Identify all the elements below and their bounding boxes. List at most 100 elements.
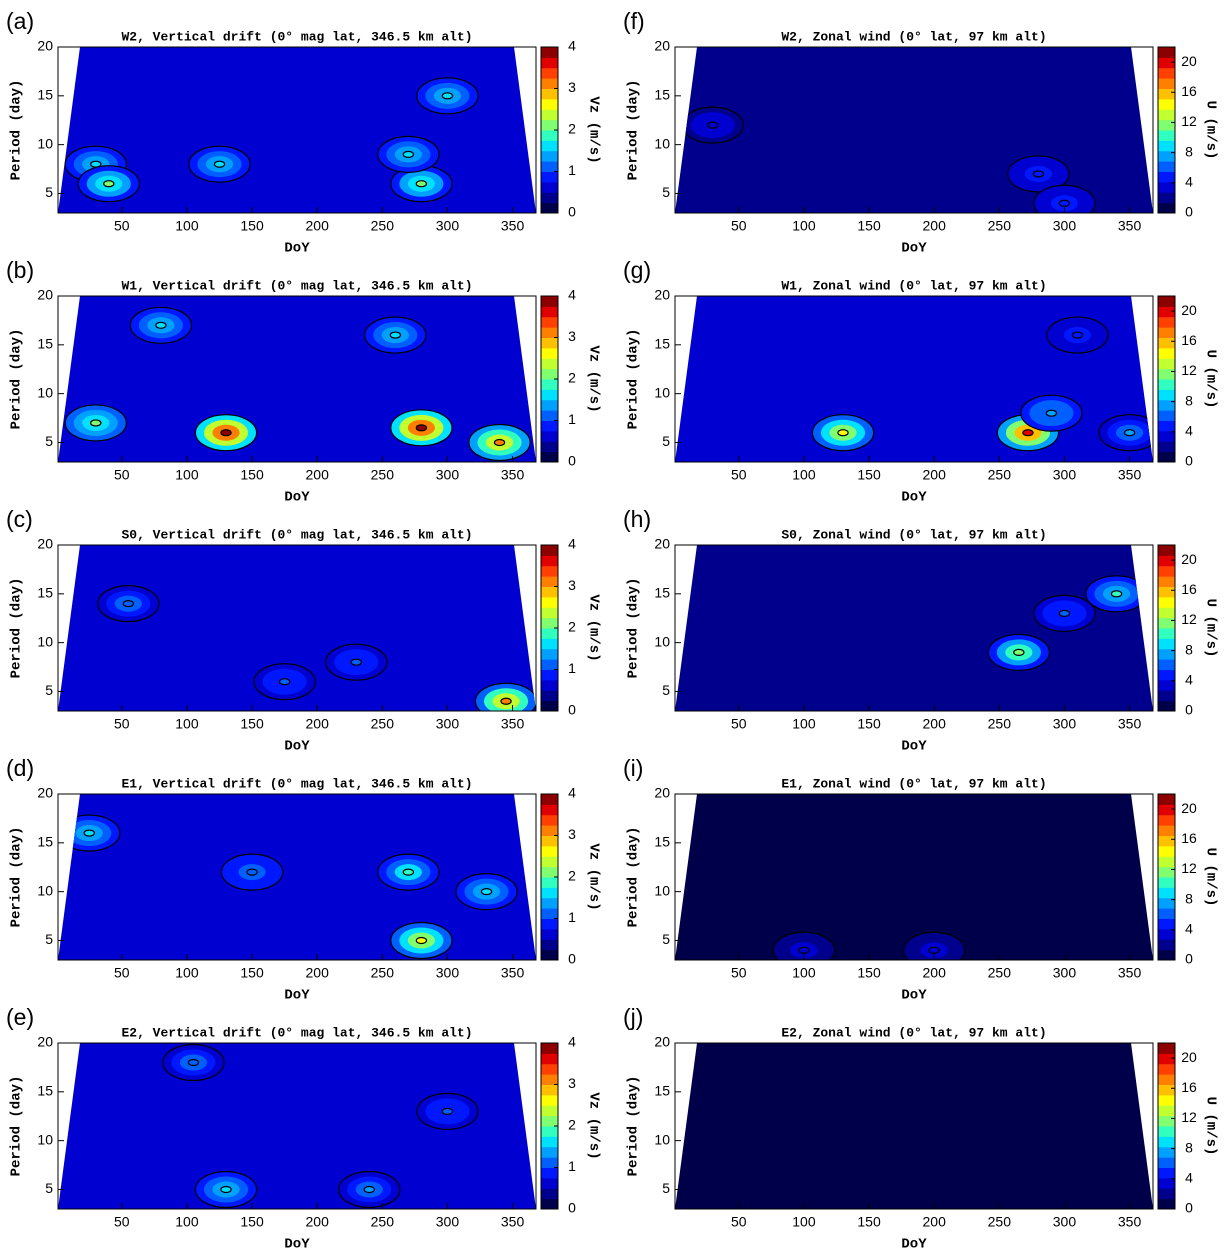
peak bbox=[122, 599, 135, 608]
panel-label: (j) bbox=[623, 1004, 643, 1030]
colorbar-step bbox=[541, 47, 558, 58]
colorbar-step bbox=[541, 67, 558, 79]
x-axis-label: DoY bbox=[284, 988, 310, 1004]
colorbar-step bbox=[541, 296, 558, 307]
panel-label: (g) bbox=[623, 257, 651, 283]
panel-title: W2, Zonal wind (0° lat, 97 km alt) bbox=[781, 29, 1046, 44]
colorbar-step bbox=[1158, 897, 1175, 909]
colorbar-tick-label: 12 bbox=[1181, 860, 1197, 876]
colorbar-tick-label: 4 bbox=[568, 785, 576, 801]
x-tick-label: 300 bbox=[1053, 218, 1077, 234]
colorbar-step bbox=[541, 109, 558, 121]
y-tick-label: 10 bbox=[654, 882, 670, 898]
colorbar-tick-label: 20 bbox=[1181, 302, 1197, 318]
y-tick-label: 20 bbox=[654, 785, 670, 801]
colorbar-step bbox=[541, 897, 558, 909]
peak bbox=[928, 946, 940, 954]
colorbar-step bbox=[541, 1074, 558, 1085]
peak bbox=[500, 697, 512, 705]
colorbar-frame bbox=[1157, 793, 1176, 961]
colorbar-step bbox=[541, 1105, 558, 1117]
colorbar-step bbox=[1158, 171, 1175, 183]
colorbar-step bbox=[1158, 565, 1175, 577]
colorbar-step bbox=[541, 918, 558, 930]
colorbar-step bbox=[1158, 586, 1175, 598]
x-tick-label: 350 bbox=[501, 965, 525, 981]
y-tick-label: 15 bbox=[37, 1083, 53, 1099]
colorbar-step bbox=[541, 866, 558, 878]
x-tick-label: 350 bbox=[501, 1214, 525, 1230]
colorbar-tick-label: 20 bbox=[1181, 551, 1197, 567]
colorbar-label: Vz (m/s) bbox=[585, 843, 601, 910]
colorbar-step bbox=[541, 88, 558, 100]
colorbar-label: U (m/s) bbox=[1202, 848, 1218, 907]
panel-label: (i) bbox=[623, 755, 643, 781]
x-tick-label: 50 bbox=[114, 467, 130, 483]
colorbar-step bbox=[1158, 130, 1175, 141]
colorbar-step bbox=[1158, 877, 1175, 888]
field bbox=[58, 794, 536, 960]
y-tick-label: 20 bbox=[37, 38, 53, 54]
peak bbox=[415, 424, 428, 432]
colorbar-tick-label: 20 bbox=[1181, 53, 1197, 69]
colorbar-step bbox=[1158, 399, 1175, 411]
colorbar-step bbox=[1158, 814, 1175, 826]
colorbar-tick-label: 8 bbox=[1185, 641, 1193, 657]
colorbar-tick-label: 0 bbox=[1185, 951, 1193, 967]
x-tick-label: 50 bbox=[114, 716, 130, 732]
colorbar-step bbox=[541, 1167, 558, 1179]
colorbar-step bbox=[1158, 389, 1175, 401]
peak bbox=[1045, 409, 1058, 417]
field bbox=[58, 296, 536, 462]
y-tick-label: 10 bbox=[37, 882, 53, 898]
colorbar-step bbox=[541, 1146, 558, 1158]
colorbar-step bbox=[1158, 887, 1175, 899]
colorbar-step bbox=[1158, 700, 1175, 712]
x-tick-label: 150 bbox=[240, 716, 264, 732]
colorbar-step bbox=[541, 1115, 558, 1127]
colorbar-step bbox=[541, 617, 558, 629]
y-tick-label: 5 bbox=[662, 433, 670, 449]
colorbar-step bbox=[1158, 368, 1175, 380]
colorbar-tick-label: 8 bbox=[1185, 890, 1193, 906]
field-base bbox=[675, 47, 1153, 213]
colorbar-step bbox=[1158, 327, 1175, 338]
colorbar-step bbox=[1158, 410, 1175, 421]
colorbar-step bbox=[1158, 306, 1175, 318]
plot-frame bbox=[57, 793, 537, 961]
colorbar-tick-label: 20 bbox=[1181, 1049, 1197, 1065]
colorbar-label: U (m/s) bbox=[1202, 350, 1218, 409]
colorbar-step bbox=[541, 1198, 558, 1210]
field bbox=[675, 47, 1153, 213]
colorbar-tick-label: 16 bbox=[1181, 830, 1197, 846]
panel-label: (b) bbox=[6, 257, 34, 283]
colorbar-tick-label: 3 bbox=[568, 1075, 576, 1091]
colorbar-tick-label: 16 bbox=[1181, 83, 1197, 99]
colorbar-step bbox=[1158, 420, 1175, 432]
x-tick-label: 200 bbox=[306, 716, 330, 732]
colorbar-step bbox=[1158, 918, 1175, 930]
colorbar-step bbox=[541, 700, 558, 712]
colorbar-step bbox=[541, 628, 558, 639]
x-tick-label: 150 bbox=[240, 218, 264, 234]
x-tick-label: 100 bbox=[175, 467, 199, 483]
peak bbox=[220, 429, 232, 437]
colorbar-tick-label: 4 bbox=[568, 38, 576, 54]
x-tick-label: 250 bbox=[988, 965, 1012, 981]
x-tick-label: 300 bbox=[436, 965, 460, 981]
colorbar-step bbox=[541, 794, 558, 805]
colorbar-step bbox=[1158, 202, 1175, 214]
colorbar-step bbox=[541, 399, 558, 411]
colorbar-step bbox=[1158, 1167, 1175, 1179]
y-axis-label: Period (day) bbox=[626, 80, 642, 181]
y-tick-label: 5 bbox=[662, 682, 670, 698]
colorbar-label: Vz (m/s) bbox=[585, 1092, 601, 1159]
colorbar-tick-label: 0 bbox=[568, 1200, 576, 1216]
colorbar-step bbox=[541, 130, 558, 141]
colorbar-step bbox=[541, 150, 558, 162]
x-tick-label: 50 bbox=[731, 965, 747, 981]
colorbar-step bbox=[1158, 161, 1175, 172]
plot-frame bbox=[57, 1042, 537, 1210]
peak bbox=[213, 160, 226, 168]
x-tick-label: 200 bbox=[923, 965, 947, 981]
